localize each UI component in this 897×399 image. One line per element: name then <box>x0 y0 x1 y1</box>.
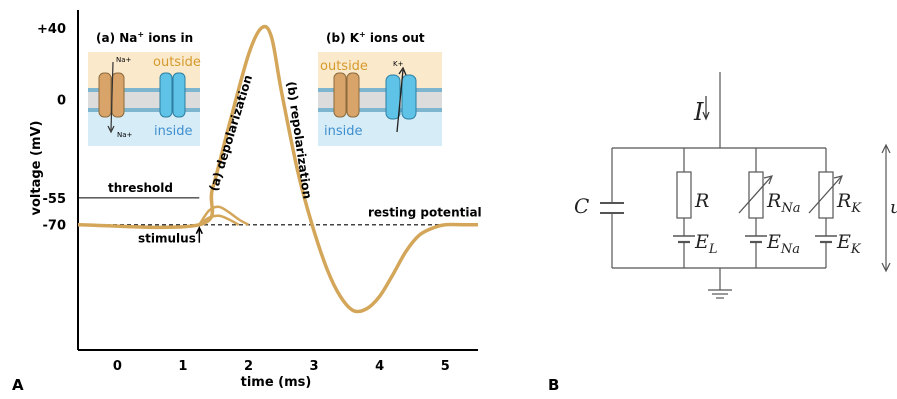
y-tick-label: 0 <box>57 93 66 108</box>
resistor-icon <box>818 171 834 219</box>
source-label: ENa <box>766 231 800 257</box>
source-label: EL <box>694 231 718 257</box>
branch-na <box>738 148 773 268</box>
panel-a: voltage (mV) time (ms) +40 0 -55 -70 0 1 2 3 4 5… <box>12 10 482 394</box>
resistor-icon <box>676 171 692 219</box>
action-potential-curves <box>77 24 478 314</box>
k-ion-label: K+ <box>393 60 404 68</box>
resistor-icon <box>748 171 764 219</box>
subthreshold-curve <box>198 205 250 226</box>
inset-k-ions-out: K+ outside inside (b) K+ ions out <box>318 30 442 146</box>
x-tick-label: 0 <box>113 359 122 374</box>
y-tick-label: -55 <box>43 192 67 207</box>
depolarization-label: (a) depolarization <box>206 73 255 193</box>
na-channel-icon <box>98 61 125 134</box>
stimulus-label: stimulus <box>138 232 196 246</box>
panel-a-label: A <box>12 376 24 394</box>
variable-arrow-icon <box>808 176 842 214</box>
resistor-label: RK <box>836 190 862 216</box>
subthreshold-curve <box>198 214 240 226</box>
panel-b-label: B <box>548 376 559 394</box>
branch-l <box>673 148 695 268</box>
inside-label: inside <box>154 124 193 139</box>
outside-label: outside <box>320 59 368 74</box>
x-tick-label: 5 <box>441 359 450 374</box>
current-arrow-icon <box>702 96 710 121</box>
resting-potential-label: resting potential <box>368 206 482 220</box>
y-tick-label: -70 <box>43 219 67 234</box>
na-ion-bottom-label: Na+ <box>117 131 133 139</box>
y-tick-label: +40 <box>37 22 66 37</box>
inset-a-title: (a) Na+ ions in <box>96 30 193 45</box>
panel-b <box>600 72 891 299</box>
threshold-label: threshold <box>108 181 173 195</box>
outside-label: outside <box>153 55 201 70</box>
voltage-arrow-icon <box>881 143 891 273</box>
variable-arrow-icon <box>738 176 772 214</box>
k-channel-icon <box>385 66 417 133</box>
x-tick-label: 2 <box>244 359 253 374</box>
x-tick-label: 3 <box>310 359 319 374</box>
y-axis-label: voltage (mV) <box>29 121 44 216</box>
repolarization-label: (b) repolarization <box>284 80 314 199</box>
y-tick-labels: +40 0 -55 -70 <box>37 22 66 234</box>
inside-label: inside <box>324 124 363 139</box>
resistor-label: RNa <box>766 190 800 216</box>
current-label: I <box>693 98 704 126</box>
x-tick-label: 1 <box>178 359 187 374</box>
action-potential-curve <box>77 24 478 314</box>
inset-b-title: (b) K+ ions out <box>326 30 425 45</box>
branch-labels: R EL RNa ENa RK EK <box>694 190 862 257</box>
na-ion-top-label: Na+ <box>116 56 132 64</box>
k-channel-closed-icon <box>159 72 186 118</box>
source-label: EK <box>836 231 862 257</box>
x-tick-label: 4 <box>375 359 384 374</box>
x-tick-labels: 0 1 2 3 4 5 <box>113 359 450 374</box>
capacitor-branch <box>600 148 624 268</box>
ground-icon <box>708 289 732 299</box>
na-channel-closed-icon <box>333 72 360 118</box>
x-axis-label: time (ms) <box>241 375 312 390</box>
resistor-label: R <box>694 190 709 212</box>
stimulus-arrow-icon <box>195 226 203 243</box>
branch-k <box>808 148 843 268</box>
inset-na-ions-in: Na+ Na+ outside inside (a) Na+ ions in <box>88 30 201 146</box>
capacitor-label: C <box>574 194 589 218</box>
voltage-label: u <box>890 197 897 218</box>
